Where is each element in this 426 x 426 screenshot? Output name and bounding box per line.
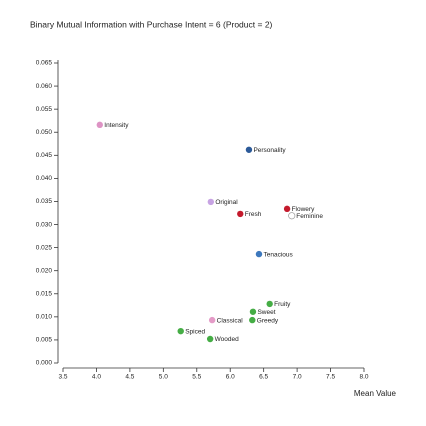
point-label: Classical bbox=[217, 317, 244, 324]
x-tick-label: 4.5 bbox=[125, 374, 134, 381]
point-label: Sweet bbox=[257, 309, 275, 316]
point-label: Flowery bbox=[292, 206, 316, 213]
point bbox=[207, 198, 215, 206]
y-tick-label: 0.000 bbox=[36, 360, 53, 367]
x-tick-label: 4.0 bbox=[92, 374, 101, 381]
point-label: Fruity bbox=[274, 301, 291, 308]
point-label: Personality bbox=[253, 147, 286, 154]
point-label: Tenacious bbox=[263, 251, 293, 258]
point-label: Fresh bbox=[245, 211, 262, 218]
y-tick-label: 0.015 bbox=[36, 290, 53, 297]
y-tick-label: 0.065 bbox=[36, 60, 53, 67]
point-label: Intensity bbox=[104, 122, 129, 129]
point bbox=[288, 212, 296, 220]
y-tick-label: 0.040 bbox=[36, 175, 53, 182]
point bbox=[208, 316, 216, 324]
point bbox=[283, 205, 291, 213]
point-label: Original bbox=[215, 199, 238, 206]
point-label: Feminine bbox=[296, 213, 323, 220]
x-tick-label: 8.0 bbox=[359, 374, 368, 381]
x-axis-label: Mean Value bbox=[354, 389, 397, 398]
point bbox=[245, 146, 253, 153]
y-tick-label: 0.005 bbox=[36, 337, 53, 344]
y-tick-label: 0.010 bbox=[36, 314, 53, 321]
y-tick-label: 0.050 bbox=[36, 129, 53, 136]
x-tick-label: 7.0 bbox=[293, 374, 302, 381]
point bbox=[249, 308, 257, 315]
y-tick-label: 0.060 bbox=[36, 83, 53, 90]
x-tick-label: 6.0 bbox=[226, 374, 235, 381]
y-tick-label: 0.045 bbox=[36, 152, 53, 159]
y-tick-label: 0.025 bbox=[36, 244, 53, 251]
point-label: Spiced bbox=[185, 328, 205, 335]
point bbox=[266, 300, 273, 308]
x-tick-label: 3.5 bbox=[58, 374, 67, 381]
x-tick-label: 5.0 bbox=[159, 374, 168, 381]
point-label: Greedy bbox=[257, 317, 279, 324]
point bbox=[96, 121, 103, 129]
y-tick-label: 0.055 bbox=[36, 106, 53, 113]
y-tick-label: 0.035 bbox=[36, 198, 53, 205]
x-tick-label: 6.5 bbox=[259, 374, 268, 381]
point bbox=[237, 210, 244, 218]
point bbox=[177, 327, 184, 335]
x-tick-label: 5.5 bbox=[192, 374, 201, 381]
chart-title: Binary Mutual Information with Purchase … bbox=[30, 19, 273, 29]
point bbox=[206, 335, 214, 343]
x-tick-label: 7.5 bbox=[326, 374, 335, 381]
point-label: Wooded bbox=[215, 336, 239, 343]
y-tick-label: 0.030 bbox=[36, 221, 53, 228]
point bbox=[255, 250, 263, 258]
y-tick-label: 0.020 bbox=[36, 267, 53, 274]
point bbox=[249, 316, 256, 324]
